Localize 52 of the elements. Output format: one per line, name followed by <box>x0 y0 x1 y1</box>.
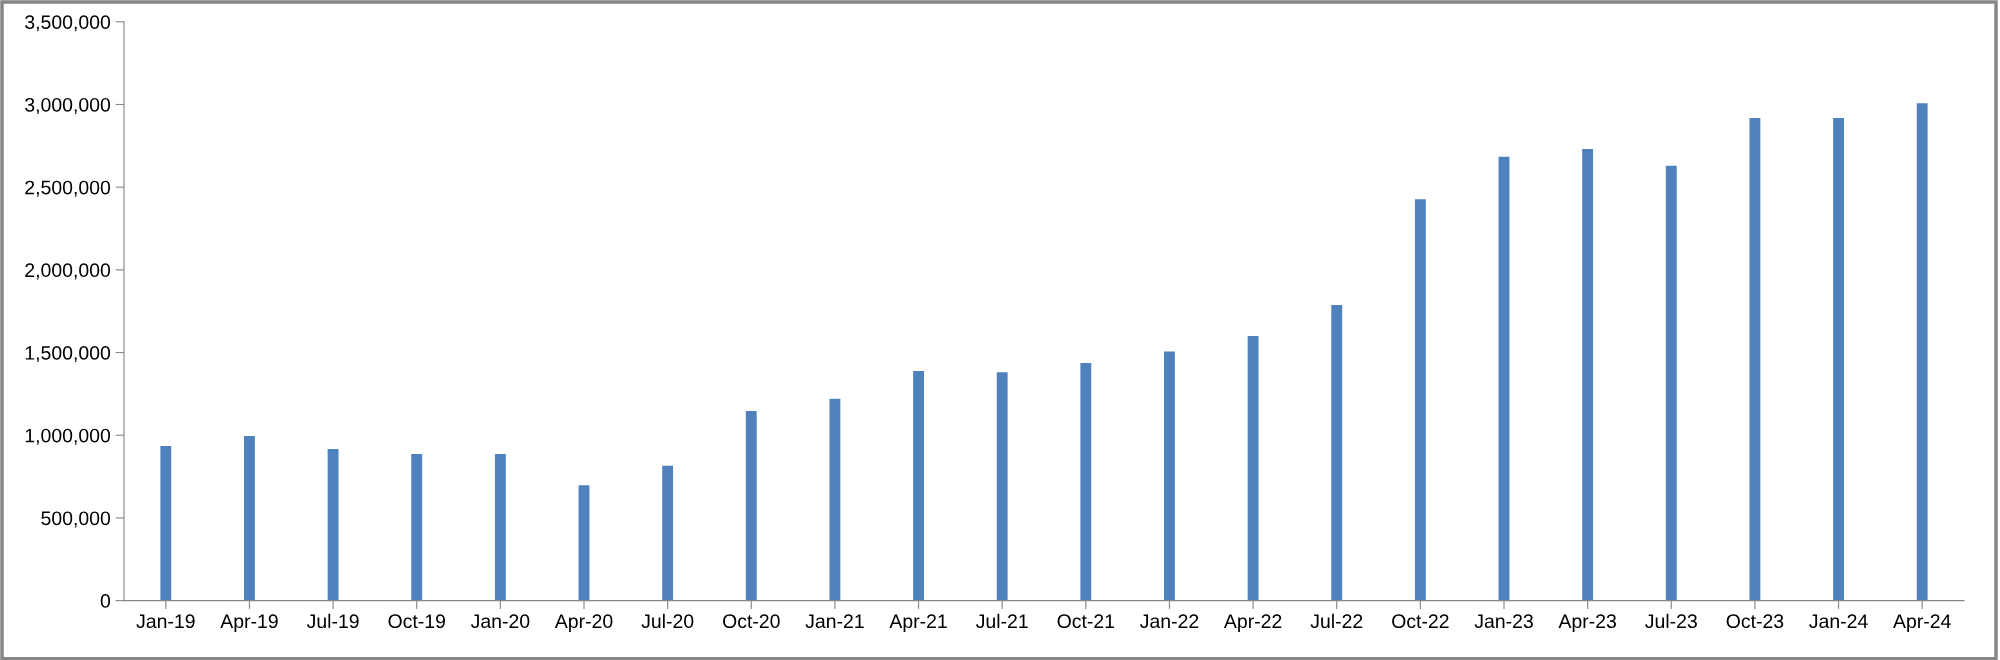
bar <box>745 410 757 601</box>
bar <box>160 445 172 601</box>
x-tick-label: Jan-19 <box>136 614 195 629</box>
bar <box>1916 103 1928 601</box>
bar <box>1164 351 1175 601</box>
bar <box>1247 336 1259 601</box>
bar <box>1582 148 1594 601</box>
y-tick-label: 1,500,000 <box>25 346 111 363</box>
bar <box>327 448 339 601</box>
bar <box>1749 118 1761 601</box>
x-tick-label: Apr-20 <box>554 614 613 632</box>
x-tick-label: Apr-23 <box>1558 614 1616 632</box>
x-tick-label: Oct-19 <box>388 614 445 629</box>
bar <box>244 436 255 601</box>
bar <box>1665 165 1677 601</box>
bar <box>494 454 506 601</box>
bar <box>578 485 590 601</box>
bar <box>1498 156 1510 601</box>
y-tick-label: 3,500,000 <box>25 15 111 32</box>
x-tick-label: Apr-24 <box>1893 614 1951 632</box>
bar <box>1080 363 1092 601</box>
x-tick-label: Jan-24 <box>1809 614 1868 629</box>
x-tick-label: Jan-22 <box>1140 614 1199 629</box>
x-tick-label: Oct-21 <box>1057 614 1115 629</box>
x-tick-label: Apr-22 <box>1223 614 1282 632</box>
y-tick-label: 3,000,000 <box>25 97 111 114</box>
bar <box>829 398 841 601</box>
bar <box>913 370 924 601</box>
bar <box>1331 305 1343 601</box>
y-tick-label: 500,000 <box>41 511 111 528</box>
x-tick-label: Jul-21 <box>976 613 1028 629</box>
x-tick-label: Jul-20 <box>641 613 694 629</box>
y-tick-label: 0 <box>100 594 111 608</box>
x-tick-label: Jan-21 <box>805 614 864 629</box>
x-tick-label: Apr-19 <box>220 614 278 632</box>
y-tick-label: 1,000,000 <box>25 428 111 445</box>
x-tick-label: Jul-19 <box>306 613 359 629</box>
x-tick-label: Jan-20 <box>470 614 530 629</box>
x-tick-label: Apr-21 <box>889 614 947 632</box>
x-tick-label: Oct-23 <box>1726 614 1784 629</box>
y-tick-label: 2,500,000 <box>25 180 111 197</box>
bar <box>1414 199 1426 601</box>
x-tick-label: Oct-22 <box>1392 614 1449 629</box>
bar <box>662 465 674 601</box>
x-tick-label: Jul-23 <box>1645 613 1697 629</box>
bar <box>411 454 423 601</box>
x-tick-label: Jan-23 <box>1474 614 1533 629</box>
bar <box>1833 118 1844 601</box>
x-tick-label: Oct-20 <box>723 614 780 629</box>
x-tick-label: Jul-22 <box>1310 613 1363 629</box>
bar <box>996 372 1008 601</box>
y-tick-label: 2,000,000 <box>25 263 111 280</box>
